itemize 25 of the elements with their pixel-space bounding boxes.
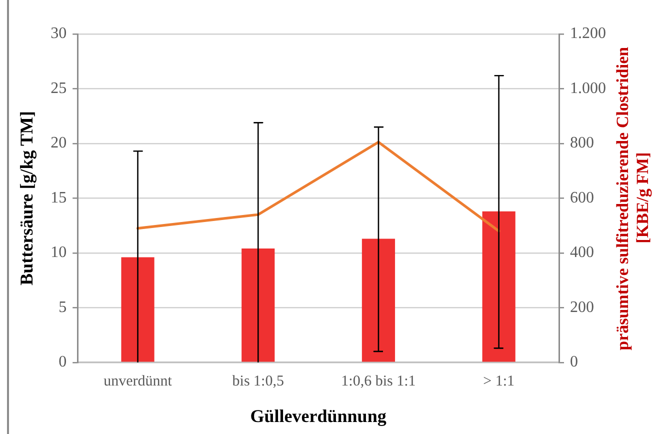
y2-tick-label: 1.200: [570, 25, 606, 42]
bar: [242, 248, 275, 362]
y-tick-label: 25: [50, 80, 67, 97]
y-tick-label: 0: [58, 354, 67, 371]
y2-tick-label: 400: [570, 244, 594, 262]
y-tick-label: 30: [50, 25, 67, 42]
y2-tick-label: 800: [570, 134, 594, 152]
y2-tick-label: 0: [570, 354, 578, 371]
y-axis-title: Buttersäure [g/kg TM]: [16, 111, 36, 286]
y2-tick-label: 200: [570, 298, 594, 316]
y-tick-label: 15: [50, 189, 67, 206]
x-tick-label: bis 1:0,5: [232, 373, 284, 390]
y-tick-label: 10: [50, 244, 67, 262]
bar: [362, 238, 396, 362]
y2-tick-label: 1.000: [570, 80, 606, 97]
x-axis-title: Gülleverdünnung: [250, 406, 386, 426]
y2-axis-title: präsumtive sulfitreduzierende Clostridien [KBE/g FM]: [613, 45, 653, 352]
x-tick-label: > 1:1: [483, 373, 515, 390]
bar: [482, 211, 516, 362]
x-tick-label: 1:0,6 bis 1:1: [341, 373, 416, 390]
y2-tick-label: 600: [570, 189, 594, 206]
bar: [121, 257, 154, 362]
y-tick-label: 5: [58, 298, 67, 316]
x-tick-label: unverdünnt: [104, 373, 173, 390]
y-tick-label: 20: [50, 134, 67, 152]
